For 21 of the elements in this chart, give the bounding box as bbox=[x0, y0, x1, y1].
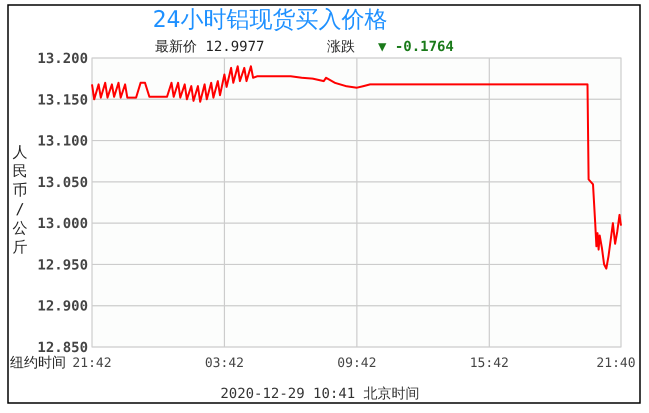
y-tick-label: 13.050 bbox=[37, 174, 88, 191]
line-series bbox=[91, 65, 622, 270]
x-tick-label: 03:42 bbox=[204, 356, 244, 371]
x-tick-label: 21:42 bbox=[72, 356, 112, 371]
y-tick-label: 13.200 bbox=[37, 51, 88, 67]
y-tick-label: 12.900 bbox=[37, 298, 88, 315]
x-axis-title: 纽约时间 bbox=[10, 355, 66, 371]
text: 2020-12-29 10:41 北京时间 bbox=[220, 386, 420, 402]
x-tick-label: 15:42 bbox=[470, 356, 509, 371]
x-tick-label: 21:40 bbox=[596, 356, 636, 371]
text: 涨跌 bbox=[327, 39, 355, 55]
x-tick-label: 09:42 bbox=[337, 356, 376, 371]
y-tick-label: 12.850 bbox=[37, 340, 88, 356]
y-tick-label: 12.950 bbox=[37, 257, 88, 274]
text: ▼ -0.1764 bbox=[378, 39, 454, 55]
text: 最新价 12.9977 bbox=[155, 39, 264, 55]
y-tick-label: 13.100 bbox=[37, 134, 88, 150]
y-tick-label: 13.150 bbox=[37, 92, 88, 108]
chart-title: 24小时铝现货买入价格 bbox=[152, 7, 388, 33]
y-tick-label: 13.000 bbox=[37, 216, 88, 232]
y-axis-title: 人民币/公斤 bbox=[12, 143, 28, 256]
